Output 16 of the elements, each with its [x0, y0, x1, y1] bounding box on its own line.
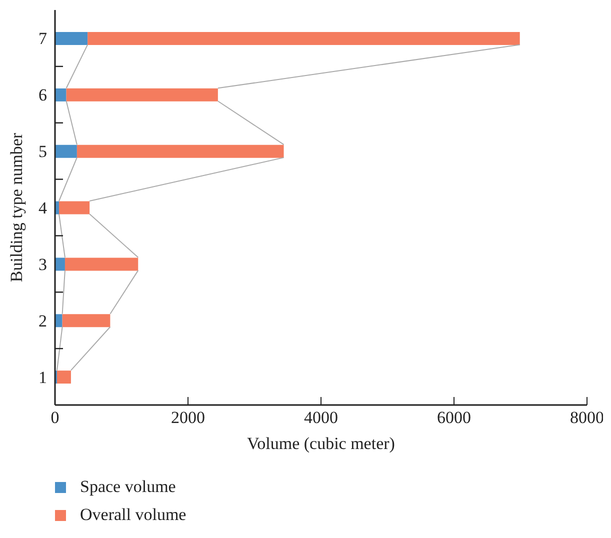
x-axis-title: Volume (cubic meter): [247, 434, 395, 453]
x-tick-label: 4000: [304, 408, 338, 428]
x-tick-label: 6000: [437, 408, 471, 428]
legend-label: Overall volume: [80, 505, 186, 525]
y-tick-label: 1: [38, 368, 47, 387]
legend-label: Space volume: [80, 477, 176, 497]
y-tick-label: 5: [38, 142, 47, 162]
y-tick-label: 4: [38, 198, 48, 218]
x-tick-label: 8000: [570, 408, 604, 428]
x-tick-label: 2000: [171, 408, 205, 428]
y-tick-label: 3: [38, 254, 47, 274]
y-tick-label: 2: [38, 311, 47, 330]
x-tick-label: 0: [50, 408, 60, 428]
y-tick-label: 6: [38, 86, 47, 105]
y-axis-title: Building type number: [7, 132, 26, 282]
y-tick-label: 7: [38, 29, 48, 48]
